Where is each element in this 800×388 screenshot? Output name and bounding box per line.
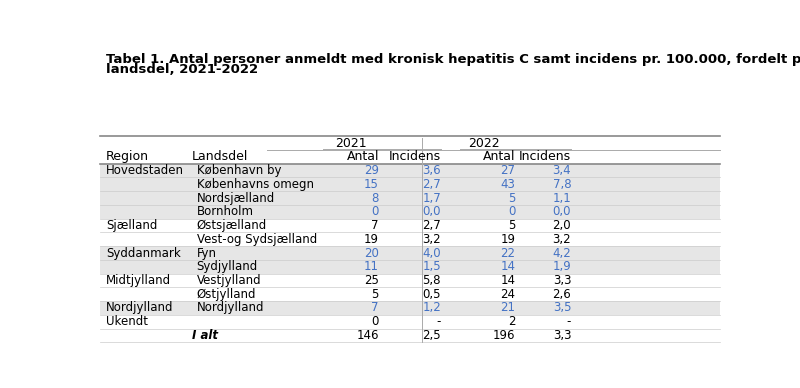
Text: 4,0: 4,0 — [422, 246, 441, 260]
Text: 2,7: 2,7 — [422, 178, 441, 191]
Text: 5: 5 — [372, 288, 379, 301]
Text: 5: 5 — [508, 219, 515, 232]
Text: 2,0: 2,0 — [553, 219, 571, 232]
Text: 3,5: 3,5 — [553, 301, 571, 315]
Text: 1,9: 1,9 — [553, 260, 571, 273]
Text: 5: 5 — [508, 192, 515, 204]
Bar — [100, 191, 720, 205]
Bar — [100, 205, 720, 219]
Text: 3,2: 3,2 — [553, 233, 571, 246]
Text: 0,0: 0,0 — [422, 205, 441, 218]
Text: 0,5: 0,5 — [422, 288, 441, 301]
Text: 7: 7 — [371, 301, 379, 315]
Text: 0: 0 — [372, 205, 379, 218]
Text: Nordsjælland: Nordsjælland — [197, 192, 275, 204]
Text: 4,2: 4,2 — [553, 246, 571, 260]
Text: 19: 19 — [501, 233, 515, 246]
Text: Vestjylland: Vestjylland — [197, 274, 262, 287]
Text: 20: 20 — [364, 246, 379, 260]
Text: Bornholm: Bornholm — [197, 205, 254, 218]
Text: Sjælland: Sjælland — [106, 219, 158, 232]
Bar — [100, 301, 720, 315]
Text: 29: 29 — [364, 164, 379, 177]
Text: Fyn: Fyn — [197, 246, 217, 260]
Text: Sydjylland: Sydjylland — [197, 260, 258, 273]
Text: 1,1: 1,1 — [553, 192, 571, 204]
Text: 5,8: 5,8 — [422, 274, 441, 287]
Text: 2: 2 — [508, 315, 515, 328]
Text: 7: 7 — [371, 219, 379, 232]
Text: 146: 146 — [357, 329, 379, 342]
Text: Østjylland: Østjylland — [197, 288, 256, 301]
Text: Incidens: Incidens — [519, 150, 571, 163]
Text: 3,2: 3,2 — [422, 233, 441, 246]
Text: 2,5: 2,5 — [422, 329, 441, 342]
Text: Antal: Antal — [483, 150, 515, 163]
Text: Syddanmark: Syddanmark — [106, 246, 181, 260]
Text: I alt: I alt — [192, 329, 218, 342]
Text: 7,8: 7,8 — [553, 178, 571, 191]
Text: landsdel, 2021-2022: landsdel, 2021-2022 — [106, 63, 258, 76]
Text: 1,2: 1,2 — [422, 301, 441, 315]
Text: Nordjylland: Nordjylland — [197, 301, 264, 315]
Text: 3,3: 3,3 — [553, 329, 571, 342]
Text: Midtjylland: Midtjylland — [106, 274, 171, 287]
Text: 25: 25 — [364, 274, 379, 287]
Text: 27: 27 — [501, 164, 515, 177]
Text: Københavns omegn: Københavns omegn — [197, 178, 314, 191]
Text: København by: København by — [197, 164, 282, 177]
Text: 11: 11 — [364, 260, 379, 273]
Bar — [100, 177, 720, 191]
Text: 0: 0 — [508, 205, 515, 218]
Text: Østsjælland: Østsjælland — [197, 219, 267, 232]
Text: 15: 15 — [364, 178, 379, 191]
Text: Vest-og Sydsjælland: Vest-og Sydsjælland — [197, 233, 317, 246]
Text: 2022: 2022 — [469, 137, 500, 149]
Text: 8: 8 — [372, 192, 379, 204]
Text: 3,4: 3,4 — [553, 164, 571, 177]
Text: -: - — [567, 315, 571, 328]
Text: 0: 0 — [372, 315, 379, 328]
Text: 196: 196 — [493, 329, 515, 342]
Text: 14: 14 — [501, 274, 515, 287]
Text: 22: 22 — [501, 246, 515, 260]
Text: 0,0: 0,0 — [553, 205, 571, 218]
Bar — [100, 260, 720, 274]
Text: 21: 21 — [501, 301, 515, 315]
Text: 14: 14 — [501, 260, 515, 273]
Text: 24: 24 — [501, 288, 515, 301]
Text: 3,3: 3,3 — [553, 274, 571, 287]
Text: Hovedstaden: Hovedstaden — [106, 164, 184, 177]
Text: Landsdel: Landsdel — [192, 150, 248, 163]
Text: 1,5: 1,5 — [422, 260, 441, 273]
Text: 2,7: 2,7 — [422, 219, 441, 232]
Text: -: - — [437, 315, 441, 328]
Text: Antal: Antal — [346, 150, 379, 163]
Text: 1,7: 1,7 — [422, 192, 441, 204]
Text: Nordjylland: Nordjylland — [106, 301, 174, 315]
Text: Tabel 1. Antal personer anmeldt med kronisk hepatitis C samt incidens pr. 100.00: Tabel 1. Antal personer anmeldt med kron… — [106, 51, 800, 66]
Bar — [100, 164, 720, 177]
Text: Region: Region — [106, 150, 149, 163]
Text: 2,6: 2,6 — [553, 288, 571, 301]
Text: 43: 43 — [501, 178, 515, 191]
Text: Ukendt: Ukendt — [106, 315, 148, 328]
Text: 19: 19 — [364, 233, 379, 246]
Text: Incidens: Incidens — [389, 150, 441, 163]
Text: 3,6: 3,6 — [422, 164, 441, 177]
Text: 2021: 2021 — [335, 137, 367, 149]
Bar — [100, 246, 720, 260]
